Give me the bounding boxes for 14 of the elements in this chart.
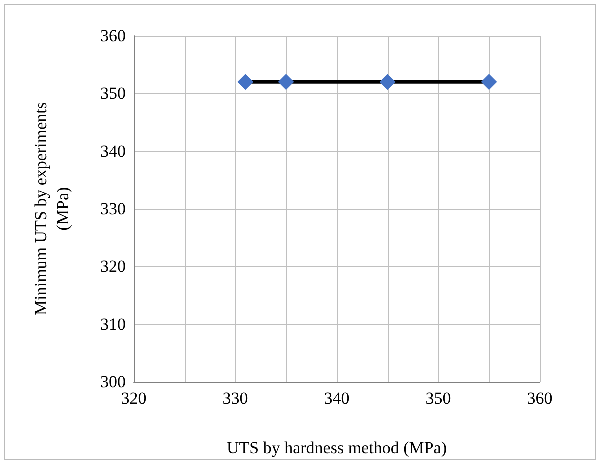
y-tick-label: 320 [100,257,126,276]
x-tick-label: 340 [324,389,350,408]
y-tick-label: 360 [100,26,126,46]
x-tick-label: 320 [121,389,147,408]
x-axis-title: UTS by hardness method (MPa) [226,438,448,458]
y-tick-label: 350 [100,84,126,104]
y-tick-label: 340 [100,142,126,161]
y-axis-title: Minimum UTS by experiments (MPa) [32,102,72,316]
x-tick-label: 350 [426,389,452,408]
y-tick-label: 330 [100,200,126,218]
x-tick-label: 360 [527,389,553,408]
y-tick-label: 300 [100,372,126,392]
x-tick-label: 330 [222,389,248,408]
y-tick-label: 310 [100,314,126,334]
